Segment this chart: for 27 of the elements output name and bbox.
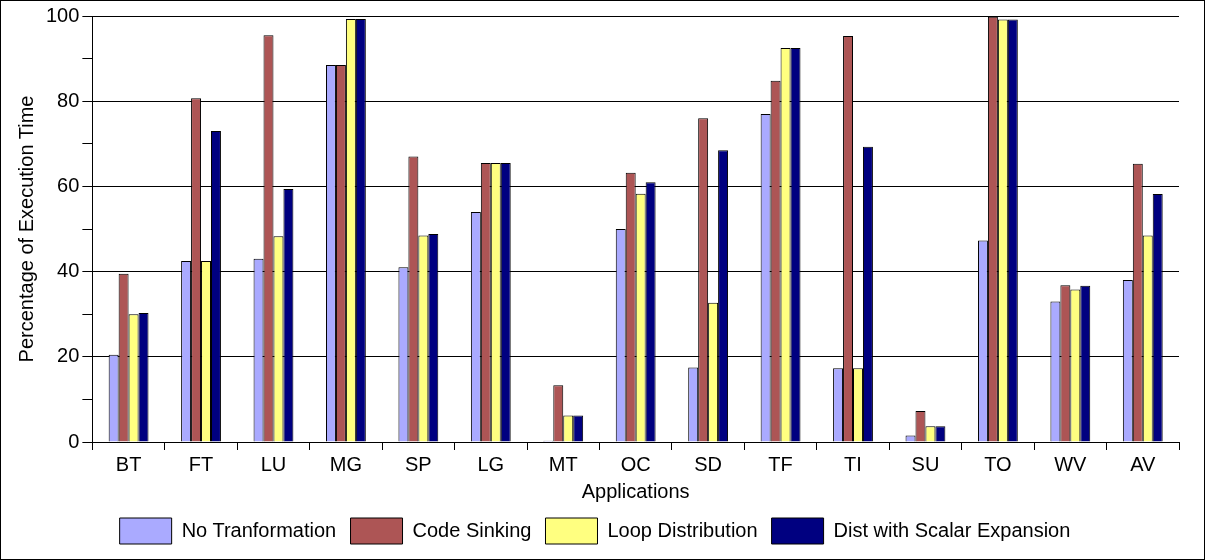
x-axis-title: Applications <box>581 479 690 502</box>
y-tick-label: 0 <box>68 429 80 452</box>
x-tick-label: TF <box>768 452 793 475</box>
x-tick-label: FT <box>188 452 214 475</box>
x-tick-label: LG <box>477 452 505 475</box>
y-tick-label: 100 <box>45 3 80 26</box>
y-axis-title: Percentage of Execution Time <box>14 95 37 363</box>
x-tick-label: MT <box>548 452 578 475</box>
x-tick-label: TO <box>984 452 1012 475</box>
x-tick-label: SP <box>405 452 432 475</box>
legend-label: No Tranformation <box>181 518 337 541</box>
x-tick-label: LU <box>260 452 287 475</box>
legend-label: Dist with Scalar Expansion <box>833 518 1071 541</box>
x-tick-label: WV <box>1054 452 1088 475</box>
y-tick-label: 20 <box>57 344 80 367</box>
y-tick-label: 40 <box>57 259 80 282</box>
x-tick-label: SD <box>694 452 723 475</box>
y-tick-label: 60 <box>57 173 80 196</box>
x-tick-label: SU <box>911 452 940 475</box>
y-tick-label: 80 <box>57 88 80 111</box>
x-tick-label: TI <box>844 452 862 475</box>
legend-label: Loop Distribution <box>607 518 758 541</box>
legend-label: Code Sinking <box>412 518 532 541</box>
x-tick-label: OC <box>620 452 651 475</box>
x-tick-label: BT <box>115 452 142 475</box>
x-tick-label: AV <box>1130 452 1157 475</box>
x-tick-label: MG <box>329 452 363 475</box>
